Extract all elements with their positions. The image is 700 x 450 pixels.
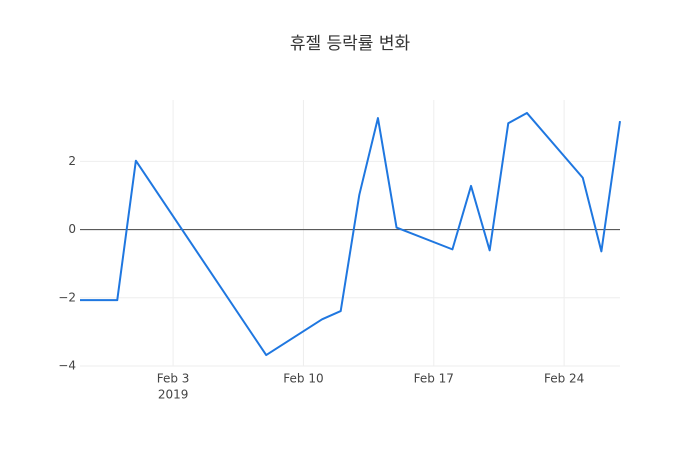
- chart-title: 휴젤 등락률 변화: [290, 34, 411, 54]
- x-tick-label: Feb 3: [157, 372, 190, 386]
- y-tick-label: −4: [58, 359, 76, 373]
- line: [80, 111, 621, 357]
- y-tick-label: −2: [58, 290, 76, 304]
- x-tick-label: Feb 10: [283, 372, 323, 386]
- y-tick-label: 0: [68, 222, 76, 236]
- x-tick-label: Feb 17: [414, 372, 454, 386]
- y-tick-label: 2: [68, 154, 76, 168]
- x-tick-label: Feb 24: [544, 372, 584, 386]
- x-year-label: 2019: [158, 388, 189, 402]
